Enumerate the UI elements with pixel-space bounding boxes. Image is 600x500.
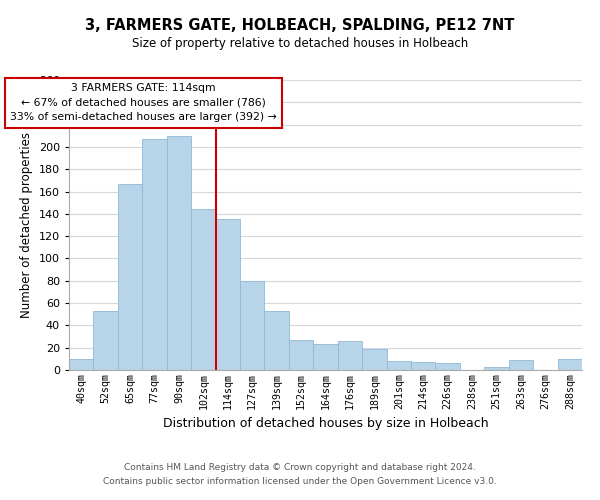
Bar [69,359,94,370]
Bar [362,349,386,370]
Bar [94,311,118,370]
Text: Contains HM Land Registry data © Crown copyright and database right 2024.: Contains HM Land Registry data © Crown c… [124,464,476,472]
Bar [313,344,338,370]
Bar [557,359,582,370]
Y-axis label: Number of detached properties: Number of detached properties [20,132,33,318]
Bar [386,361,411,370]
X-axis label: Distribution of detached houses by size in Holbeach: Distribution of detached houses by size … [163,417,488,430]
Bar [265,311,289,370]
Text: Contains public sector information licensed under the Open Government Licence v3: Contains public sector information licen… [103,477,497,486]
Bar [215,220,240,370]
Text: 3 FARMERS GATE: 114sqm
← 67% of detached houses are smaller (786)
33% of semi-de: 3 FARMERS GATE: 114sqm ← 67% of detached… [10,84,277,122]
Bar [142,139,167,370]
Bar [118,184,142,370]
Bar [191,210,215,370]
Bar [509,360,533,370]
Text: 3, FARMERS GATE, HOLBEACH, SPALDING, PE12 7NT: 3, FARMERS GATE, HOLBEACH, SPALDING, PE1… [85,18,515,32]
Bar [240,281,265,370]
Bar [167,136,191,370]
Bar [484,366,509,370]
Bar [436,364,460,370]
Text: Size of property relative to detached houses in Holbeach: Size of property relative to detached ho… [132,38,468,51]
Bar [338,341,362,370]
Bar [289,340,313,370]
Bar [411,362,436,370]
